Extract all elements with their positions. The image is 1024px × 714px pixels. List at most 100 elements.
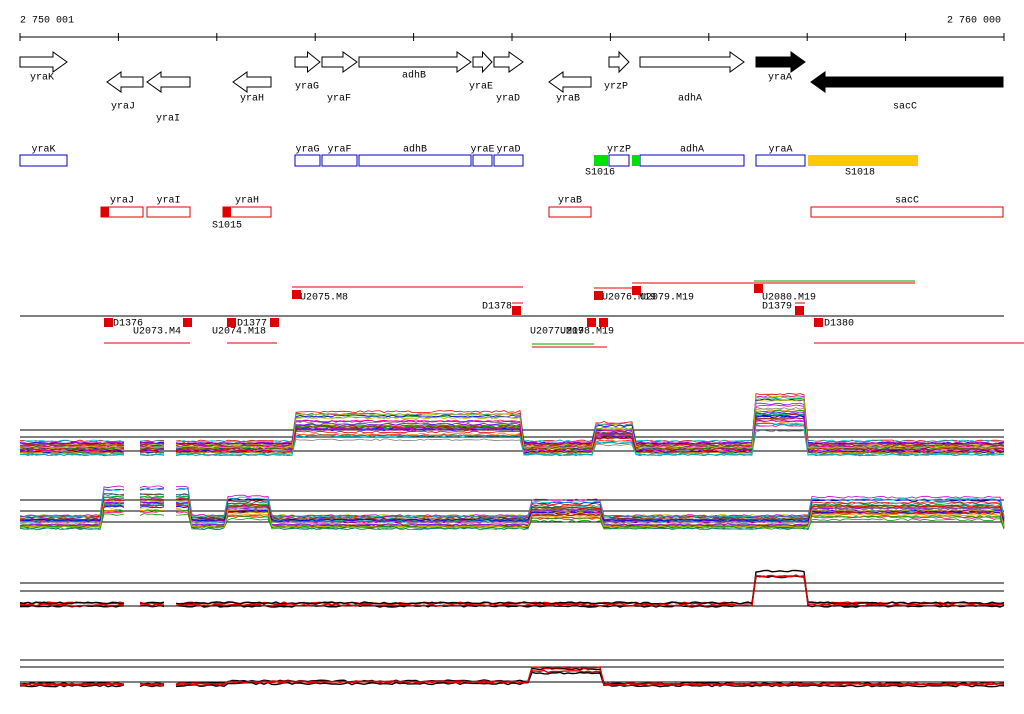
transcript-marker — [814, 318, 823, 327]
gene-arrow — [608, 50, 630, 74]
reverse-feature-label: yraJ — [110, 196, 134, 207]
gene-label: yraE — [469, 82, 493, 93]
gene-arrow — [755, 51, 806, 73]
transcript-label: U2077.M19 — [530, 327, 584, 338]
ruler-start: 2 750 001 — [20, 16, 74, 27]
gene-arrow — [146, 71, 191, 93]
forward-feature — [321, 154, 358, 167]
expression-profile — [19, 399, 1005, 449]
gene-label: sacC — [893, 102, 917, 113]
forward-feature — [472, 154, 493, 167]
expression-profile — [20, 488, 1005, 518]
reverse-feature-label: yraH — [235, 196, 259, 207]
segment — [594, 155, 608, 166]
forward-feature — [755, 154, 806, 167]
expression-profile — [19, 423, 1005, 457]
expression-profile — [19, 505, 1005, 522]
gene-label: yraF — [327, 94, 351, 105]
transcript-marker — [594, 291, 603, 300]
forward-feature-label: yraG — [295, 145, 319, 156]
transcript-marker — [270, 318, 279, 327]
transcript-label: D1376 — [113, 319, 143, 330]
transcript-label: D1379 — [762, 302, 792, 313]
transcript-label: U2079.M19 — [640, 293, 694, 304]
gene-label: yraG — [295, 82, 319, 93]
transcript-label: U2076.M19 — [602, 293, 656, 304]
gene-label: yrzP — [604, 82, 628, 93]
gene-arrow — [639, 51, 745, 73]
transcript-marker — [292, 290, 301, 299]
segment-label: S1018 — [845, 168, 875, 179]
transcript-marker — [795, 306, 804, 315]
transcript-marker — [599, 318, 608, 327]
transcript-label: D1378 — [482, 302, 512, 313]
transcript-marker — [587, 318, 596, 327]
gene-label: yraB — [556, 94, 580, 105]
segment — [632, 155, 640, 166]
gene-arrow — [548, 71, 592, 93]
gene-arrow — [232, 71, 272, 93]
forward-feature-label: yraE — [470, 145, 494, 156]
reverse-feature-label: yraB — [558, 196, 582, 207]
transcript-label: U2080.M19 — [762, 293, 816, 304]
reverse-feature-label: yraI — [156, 196, 180, 207]
gene-label: yraI — [156, 114, 180, 125]
reverse-feature — [810, 206, 1004, 218]
segment — [808, 155, 918, 166]
gene-label: yraH — [240, 94, 264, 105]
forward-feature-label: adhA — [680, 144, 704, 156]
gene-arrow — [472, 50, 493, 74]
transcript-marker — [227, 318, 236, 327]
gene-arrow — [493, 51, 524, 73]
gene-arrow — [19, 51, 68, 73]
expression-profile — [19, 666, 1005, 687]
gene-arrow — [358, 51, 472, 73]
gene-label: yraA — [768, 73, 792, 84]
transcript-marker — [183, 318, 192, 327]
gene-label: yraK — [30, 73, 54, 84]
transcript-marker — [104, 318, 113, 327]
gene-arrow — [810, 71, 1004, 93]
forward-feature — [19, 154, 68, 167]
reverse-feature-label: sacC — [895, 196, 919, 207]
forward-feature-label: yraA — [768, 145, 792, 156]
transcript-label: U2073.M4 — [133, 327, 181, 338]
reverse-feature — [146, 206, 191, 218]
forward-feature — [639, 154, 745, 167]
segment-label: S1015 — [212, 221, 242, 232]
gene-arrow — [294, 50, 321, 74]
transcript-label: U2078.M19 — [560, 327, 614, 338]
forward-feature — [358, 154, 472, 167]
gene-label: yraJ — [111, 102, 135, 113]
forward-feature-label: adhB — [403, 144, 427, 156]
gene-arrow — [321, 51, 358, 73]
transcript-label: U2074.M18 — [212, 327, 266, 338]
expression-profile — [19, 575, 1005, 605]
gene-label: adhA — [678, 93, 702, 105]
expression-profile — [19, 493, 1005, 521]
forward-feature — [608, 154, 630, 167]
forward-feature-label: yraD — [496, 145, 520, 156]
gene-arrow — [106, 71, 144, 93]
transcript-marker — [754, 284, 763, 293]
forward-feature-label: yraK — [31, 145, 55, 156]
expression-profile — [19, 500, 1005, 529]
ruler-end: 2 760 000 — [947, 16, 1001, 27]
transcript-label: U2075.M8 — [300, 293, 348, 304]
transcript-label: D1380 — [824, 319, 854, 330]
expression-profile — [19, 422, 1005, 454]
expression-profile — [19, 419, 1005, 445]
segment-marker — [101, 207, 109, 217]
forward-feature-label: yraF — [327, 145, 351, 156]
expression-profile — [19, 574, 1005, 605]
reverse-feature — [548, 206, 592, 218]
transcript-marker — [512, 306, 521, 315]
expression-profile — [19, 574, 1005, 607]
transcript-label: D1377 — [237, 319, 267, 330]
expression-profile — [19, 419, 1005, 452]
transcript-marker — [632, 286, 641, 295]
gene-label: adhB — [402, 70, 426, 82]
forward-feature — [493, 154, 524, 167]
